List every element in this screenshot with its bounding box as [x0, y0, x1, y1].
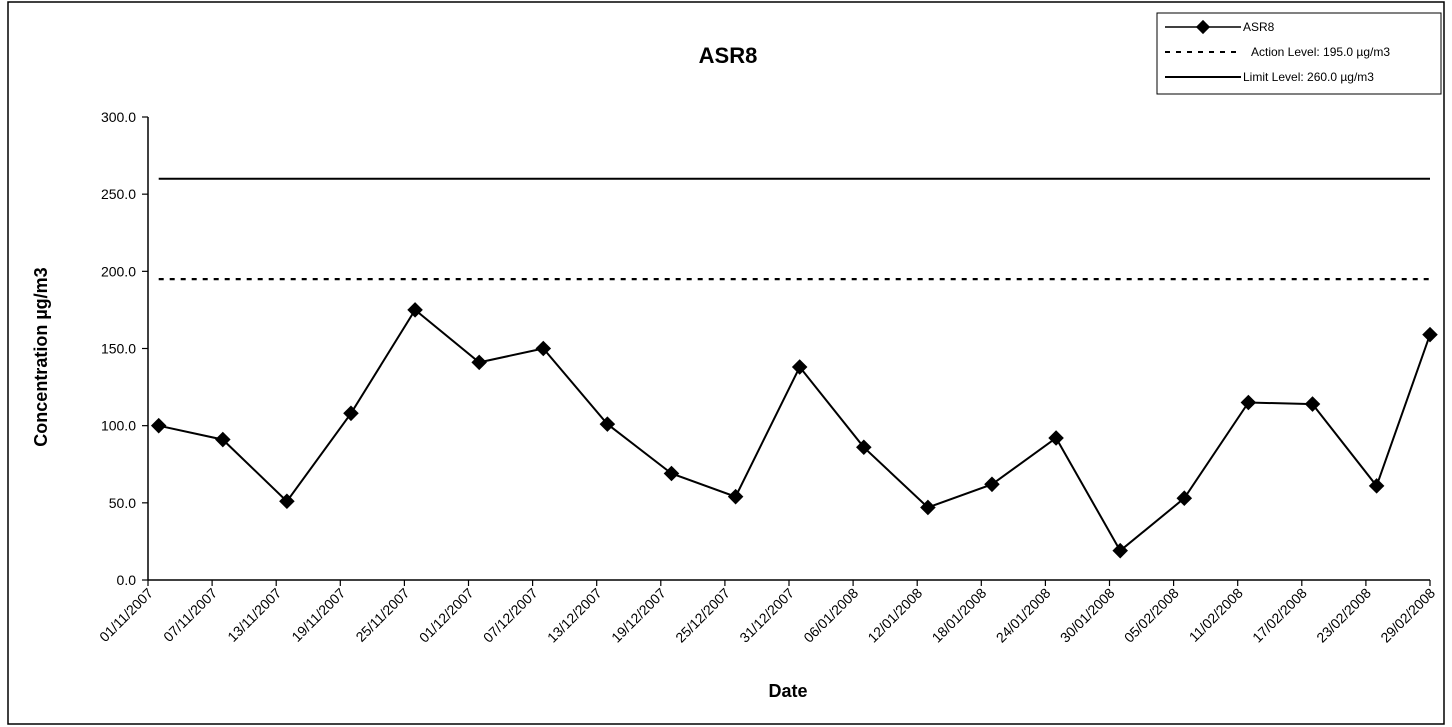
y-tick-label: 0.0 — [117, 572, 137, 588]
data-point — [663, 465, 680, 482]
chart-title: ASR8 — [699, 43, 758, 68]
legend-marker-asr8 — [1195, 19, 1211, 35]
data-point — [215, 431, 231, 448]
y-tick-label: 250.0 — [101, 186, 136, 202]
y-tick-label: 100.0 — [101, 418, 136, 434]
chart-border — [7, 1, 1445, 725]
data-point — [471, 354, 487, 371]
legend-label-limit-level: Limit Level: 260.0 µg/m3 — [1243, 70, 1374, 84]
data-point — [599, 416, 616, 432]
legend-label-action-level: Action Level: 195.0 µg/m3 — [1251, 45, 1390, 59]
legend-label-asr8: ASR8 — [1243, 20, 1275, 34]
data-point — [791, 359, 808, 375]
y-tick-label: 200.0 — [101, 263, 136, 279]
data-point — [1240, 394, 1257, 411]
y-axis-title: Concentration µg/m3 — [31, 267, 51, 446]
y-tick-label: 150.0 — [101, 341, 136, 357]
data-point — [856, 439, 872, 456]
y-axis-ticks: 0.0 50.0 100.0 150.0 200.0 250.0 300.0 — [101, 109, 148, 588]
data-point — [407, 302, 423, 318]
data-point — [279, 493, 295, 510]
data-point — [1112, 542, 1128, 559]
data-point — [727, 488, 744, 505]
y-tick-label: 50.0 — [109, 495, 136, 511]
x-axis-title: Date — [768, 681, 807, 701]
data-point — [920, 499, 936, 516]
y-tick-label: 300.0 — [101, 109, 136, 125]
legend: ASR8 Action Level: 195.0 µg/m3 Limit Lev… — [1156, 12, 1442, 95]
data-point — [984, 476, 1000, 493]
data-point — [343, 405, 359, 422]
